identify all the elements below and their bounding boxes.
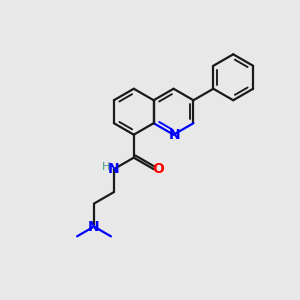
Text: H: H — [101, 162, 110, 172]
Text: N: N — [169, 128, 181, 142]
Text: N: N — [88, 220, 100, 234]
Text: O: O — [153, 162, 165, 176]
Text: N: N — [108, 162, 120, 176]
